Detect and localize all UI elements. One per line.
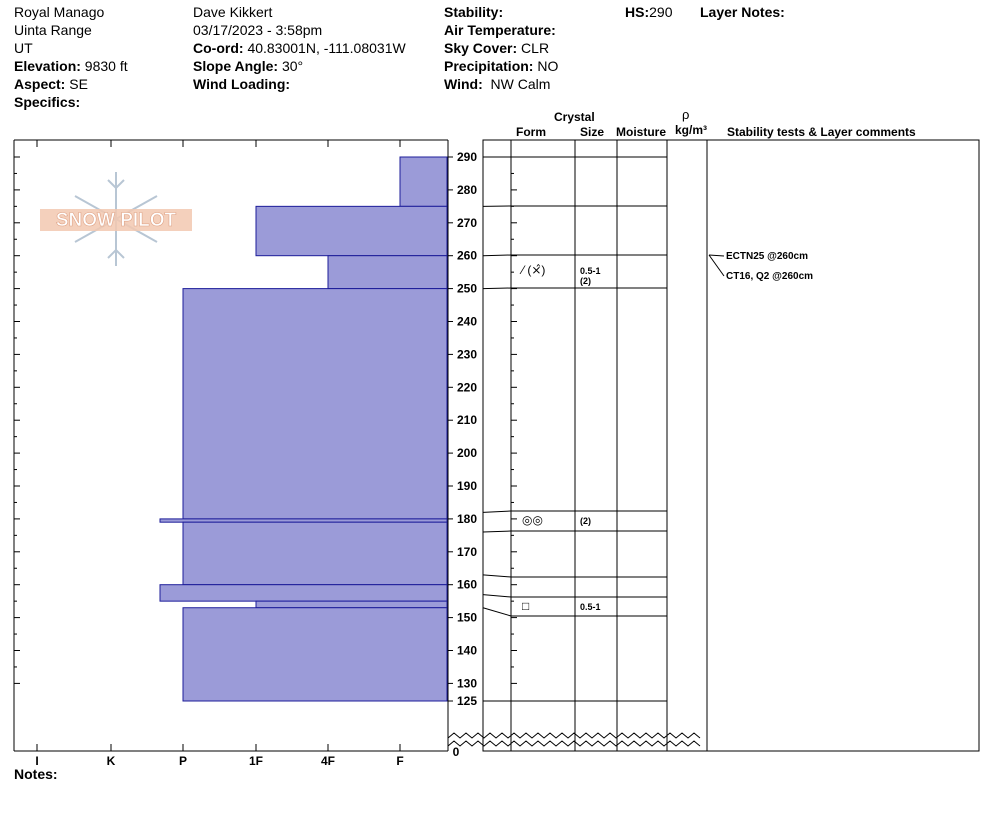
- location-name: Royal Manago: [14, 4, 105, 20]
- precipitation: Precipitation: NO: [444, 58, 559, 74]
- grain-size-label: 0.5-1: [580, 266, 601, 276]
- grain-size-label-2: (2): [580, 276, 591, 286]
- logo-banner: [40, 209, 192, 231]
- height-tick-label: 250: [457, 282, 477, 296]
- hardness-bar-3: [182, 288, 448, 520]
- hardness-bar-7: [255, 600, 448, 609]
- moisture-header: Moisture: [616, 125, 667, 139]
- height-tick-label: 150: [457, 611, 477, 625]
- hardness-bar-2: [327, 255, 448, 290]
- height-zero-label: 0: [453, 745, 460, 759]
- height-tick-label: 130: [457, 676, 477, 690]
- hardness-tick-label: F: [396, 754, 403, 768]
- grain-size-label: (2): [580, 516, 591, 526]
- grain-form-symbol: □: [522, 599, 529, 613]
- hardness-tick-label: I: [35, 754, 38, 768]
- stability-test-label: ECTN25 @260cm: [726, 251, 808, 262]
- height-tick-label: 230: [457, 347, 477, 361]
- form-header: Form: [516, 125, 546, 139]
- stability: Stability:: [444, 4, 504, 20]
- grain-size-label: 0.5-1: [580, 602, 601, 612]
- aspect: Aspect: SE: [14, 76, 88, 92]
- hs: HS:290: [625, 4, 673, 20]
- height-tick-label: 140: [457, 644, 477, 658]
- hardness-bar-1: [255, 205, 448, 257]
- hardness-bar-8: [182, 607, 448, 702]
- air-temperature: Air Temperature:: [444, 22, 556, 38]
- height-tick-label: 240: [457, 315, 477, 329]
- depth-break-zigzag-2: [447, 740, 701, 747]
- height-tick-label: 210: [457, 413, 477, 427]
- logo-text: SNOW PILOT: [56, 210, 177, 231]
- stability-test-label: CT16, Q2 @260cm: [726, 271, 813, 282]
- wind-loading: Wind Loading:: [193, 76, 291, 92]
- hardness-tick-label: K: [107, 754, 116, 768]
- state-name: UT: [14, 40, 33, 56]
- size-header: Size: [580, 125, 605, 139]
- hardness-bar-0: [399, 156, 448, 207]
- depth-break-zigzag-1: [447, 732, 701, 739]
- sky-cover: Sky Cover: CLR: [444, 40, 550, 56]
- wind: Wind: NW Calm: [444, 76, 551, 92]
- height-tick-label: 270: [457, 216, 477, 230]
- height-tick-label: 170: [457, 545, 477, 559]
- hardness-bar-5: [182, 521, 448, 586]
- height-tick-label: 260: [457, 249, 477, 263]
- crystal-header: Crystal: [554, 110, 595, 124]
- height-tick-label: 290: [457, 150, 477, 164]
- slope-angle: Slope Angle: 30°: [193, 58, 304, 74]
- density-header: kg/m³: [675, 123, 708, 137]
- height-tick-label: 280: [457, 183, 477, 197]
- height-tick-label: 200: [457, 446, 477, 460]
- observer: Dave Kikkert: [193, 4, 273, 20]
- hardness-tick-label: 4F: [321, 754, 335, 768]
- coordinates: Co-ord: 40.83001N, -111.08031W: [193, 40, 406, 56]
- hardness-tick-label: P: [179, 754, 187, 768]
- grain-form-symbol: ◎◎: [522, 513, 543, 527]
- height-tick-label: 220: [457, 380, 477, 394]
- range-name: Uinta Range: [14, 22, 92, 38]
- height-tick-label: 180: [457, 512, 477, 526]
- datetime: 03/17/2023 - 3:58pm: [193, 22, 323, 38]
- height-tick-label: 190: [457, 479, 477, 493]
- specifics: Specifics:: [14, 94, 81, 110]
- elevation: Elevation: 9830 ft: [14, 58, 128, 74]
- layer-notes: Layer Notes:: [700, 4, 785, 20]
- hardness-bar-6: [159, 584, 448, 602]
- height-tick-label: 160: [457, 578, 477, 592]
- height-tick-label: 125: [457, 694, 477, 708]
- stability-tests-header: Stability tests & Layer comments: [727, 125, 916, 139]
- grain-form-symbol: ⁄ (⨯̂): [519, 263, 545, 277]
- notes: Notes:: [14, 766, 58, 782]
- rho-header: ρ: [682, 107, 690, 122]
- hardness-tick-label: 1F: [249, 754, 263, 768]
